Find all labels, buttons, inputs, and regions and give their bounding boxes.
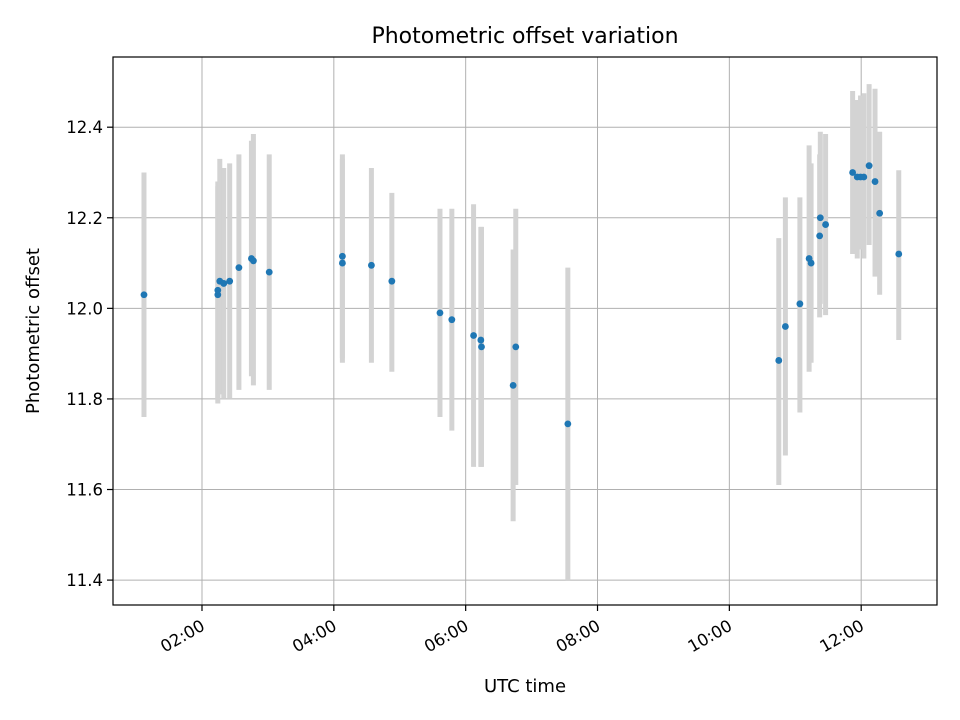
data-point <box>807 259 815 267</box>
data-point <box>512 343 520 351</box>
data-point <box>796 300 804 308</box>
data-point <box>895 250 903 258</box>
y-axis-ticks: 11.4 11.6 11.8 12.0 12.2 12.4 <box>66 118 113 590</box>
data-point <box>871 178 879 185</box>
data-points <box>140 162 903 428</box>
y-tick-label: 12.4 <box>66 118 103 137</box>
data-point <box>822 221 829 228</box>
chart-title: Photometric offset variation <box>371 24 678 49</box>
x-tick-label: 06:00 <box>421 616 472 656</box>
data-point <box>436 309 444 317</box>
data-point <box>865 162 873 170</box>
data-point <box>470 332 477 339</box>
data-point <box>478 343 485 351</box>
data-point <box>509 381 517 389</box>
data-point <box>339 259 346 267</box>
data-point <box>214 286 222 294</box>
plot-frame <box>112 56 938 606</box>
data-point <box>250 257 257 265</box>
y-tick-label: 11.8 <box>66 390 103 409</box>
x-tick-label: 04:00 <box>289 616 340 656</box>
data-point <box>226 277 234 285</box>
x-tick-label: 12:00 <box>817 616 868 656</box>
data-point <box>265 268 273 276</box>
data-point <box>448 316 456 324</box>
error-bars <box>141 84 902 581</box>
x-tick-label: 08:00 <box>553 616 604 656</box>
x-tick-label: 10:00 <box>685 616 736 656</box>
data-point <box>220 280 228 287</box>
y-tick-label: 12.2 <box>66 209 103 228</box>
y-tick-label: 11.4 <box>66 571 103 590</box>
data-point <box>388 277 396 285</box>
y-tick-label: 11.6 <box>66 481 103 500</box>
x-axis-ticks: 02:00 04:00 06:00 08:00 10:00 12:00 <box>157 605 867 656</box>
data-point <box>876 209 884 217</box>
data-point <box>816 232 824 240</box>
y-axis-label: Photometric offset <box>23 248 44 414</box>
y-tick-label: 12.0 <box>66 299 103 318</box>
data-point <box>849 169 857 176</box>
x-tick-label: 02:00 <box>157 616 208 656</box>
data-point <box>339 252 346 260</box>
data-point <box>235 264 243 271</box>
data-point <box>140 291 148 299</box>
data-point <box>477 336 485 344</box>
data-point <box>775 357 783 364</box>
data-point <box>860 173 868 181</box>
data-point <box>368 261 375 269</box>
x-axis-label: UTC time <box>484 676 566 697</box>
data-point <box>816 214 824 222</box>
data-point <box>564 420 572 428</box>
data-point <box>781 323 789 330</box>
